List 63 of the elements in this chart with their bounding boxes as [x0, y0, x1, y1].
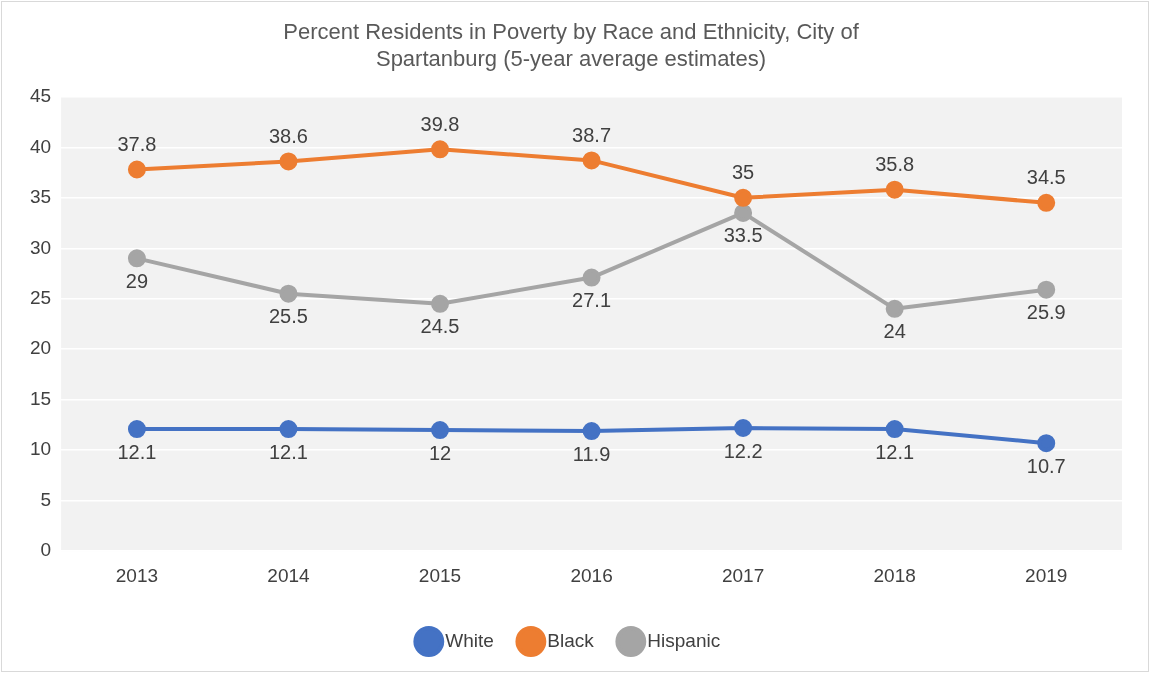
- y-tick-label: 15: [29, 387, 52, 409]
- point: [734, 188, 753, 207]
- point: [734, 203, 753, 222]
- x-tick-label: 2014: [267, 564, 311, 586]
- legend-label: Hispanic: [647, 629, 721, 651]
- point: [127, 420, 146, 439]
- legend-label: White: [445, 629, 494, 651]
- point: [1037, 434, 1056, 453]
- data-label: 12: [428, 441, 452, 464]
- data-label: 11.9: [572, 442, 611, 465]
- data-label: 12.1: [117, 440, 157, 463]
- point: [127, 160, 146, 179]
- data-label: 35: [731, 161, 755, 184]
- point: [582, 268, 601, 287]
- point: [279, 420, 298, 439]
- y-tick-label: 10: [29, 438, 52, 460]
- data-label: 27.1: [572, 289, 612, 312]
- point: [734, 419, 753, 438]
- x-tick-label: 2017: [721, 564, 765, 586]
- x-tick-label: 2016: [570, 564, 613, 586]
- y-tick-label: 0: [40, 539, 52, 561]
- data-label: 12.1: [268, 440, 308, 463]
- data-label: 12.1: [875, 440, 915, 463]
- point: [1037, 280, 1056, 299]
- y-tick-label: 30: [29, 236, 52, 258]
- point: [279, 152, 298, 171]
- y-tick-label: 5: [40, 488, 52, 510]
- data-label: 37.8: [117, 133, 157, 156]
- data-label: 24.5: [420, 315, 460, 338]
- chart-title: Percent Residents in Poverty by Race and Ethnicity, City of Spartanburg (5-year average estimates): [283, 19, 860, 71]
- data-label: 38.6: [268, 124, 308, 147]
- point: [885, 420, 904, 439]
- y-tick-label: 20: [29, 337, 52, 359]
- point: [431, 421, 450, 440]
- data-label: 25.5: [268, 305, 308, 328]
- y-tick-label: 45: [29, 85, 52, 107]
- point: [582, 151, 601, 170]
- point: [1037, 193, 1056, 212]
- y-tick-label: 40: [29, 135, 52, 157]
- point: [127, 249, 146, 268]
- data-label: 33.5: [723, 224, 763, 247]
- point: [431, 140, 450, 159]
- data-label: 38.7: [572, 123, 612, 146]
- x-tick-label: 2018: [873, 564, 916, 586]
- point: [582, 422, 601, 441]
- data-label: 25.9: [1026, 301, 1066, 324]
- y-tick-label: 25: [29, 286, 52, 308]
- data-label: 24: [883, 320, 906, 343]
- legend-label: Black: [547, 629, 595, 651]
- data-label: 29: [125, 269, 149, 292]
- x-tick-label: 2013: [115, 564, 159, 586]
- data-label: 35.8: [875, 153, 915, 176]
- data-label: 10.7: [1026, 454, 1066, 477]
- point: [885, 299, 904, 318]
- data-label: 39.8: [420, 112, 460, 135]
- y-tick-label: 35: [29, 186, 52, 208]
- x-tick-label: 2019: [1025, 564, 1068, 586]
- point: [279, 284, 298, 303]
- x-tick-label: 2015: [418, 564, 462, 586]
- point: [431, 294, 450, 313]
- data-label: 12.2: [723, 439, 763, 462]
- data-label: 34.5: [1026, 166, 1066, 189]
- point: [885, 180, 904, 199]
